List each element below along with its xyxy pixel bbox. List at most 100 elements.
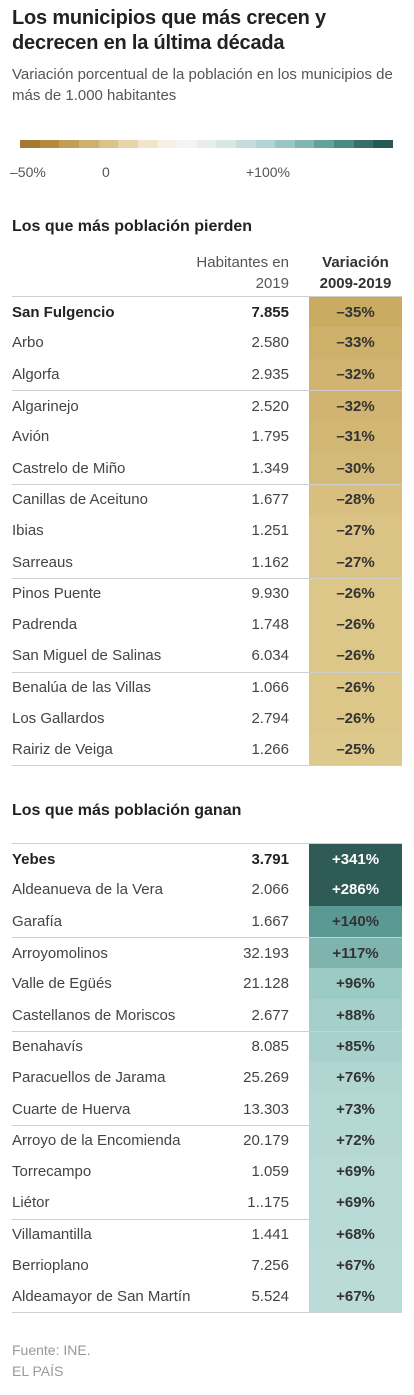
municipio-name: Castrelo de Miño [12,459,126,477]
chart-subtitle: Variación porcentual de la población en … [12,66,393,104]
habitantes-value: 1.795 [251,428,289,446]
municipio-name: Valle de Egüés [12,975,112,993]
section-title-ganan: Los que más población ganan [12,802,242,819]
variacion-cell: +67% [309,1281,402,1313]
variacion-cell: –32% [309,390,402,422]
table-row: Arbo 2.580 –33% [12,327,402,359]
habitantes-value: 7.855 [251,303,289,321]
habitantes-value: 2.677 [251,1006,289,1024]
scale-swatch [216,140,236,148]
variacion-cell: +96% [309,968,402,1000]
municipio-name: Torrecampo [12,1163,92,1181]
variacion-cell: –30% [309,452,402,484]
habitantes-value: 1.251 [251,522,289,540]
habitantes-value: 1.066 [251,679,289,697]
habitantes-value: 1.677 [251,491,289,509]
variacion-cell: +67% [309,1249,402,1282]
scale-swatch [177,140,197,148]
scale-swatch [59,140,79,148]
habitantes-value: 2.580 [251,334,289,352]
habitantes-value: 1.667 [251,912,289,930]
habitantes-value: 1.266 [251,741,289,759]
scale-swatch [157,140,177,148]
table-row: Algarinejo 2.520 –32% [12,389,402,422]
table-row: Canillas de Aceituno 1.677 –28% [12,483,402,516]
variacion-cell: +341% [309,844,402,875]
brand-text: EL PAÍS [12,1363,64,1379]
municipio-name: San Fulgencio [12,303,115,321]
habitantes-value: 6.034 [251,647,289,665]
municipio-name: Benalúa de las Villas [12,679,151,697]
scale-swatch [255,140,276,148]
variacion-cell: +72% [309,1125,402,1156]
habitantes-value: 1.059 [251,1163,289,1181]
variacion-cell: +117% [309,937,402,969]
section-title-pierden: Los que más población pierden [12,218,253,235]
habitantes-value: 2.066 [251,881,289,899]
variacion-cell: +140% [309,905,402,937]
variacion-cell: –26% [309,578,402,609]
habitantes-value: 1.162 [251,553,289,571]
municipio-name: Padrenda [12,616,78,634]
scale-swatch [118,140,138,148]
scale-label-min: –50% [10,164,46,180]
table-row: Aldeamayor de San Martín 5.524 +67% [12,1281,402,1313]
municipio-name: Sarreaus [12,553,73,571]
habitantes-value: 2.794 [251,710,289,727]
habitantes-value: 20.179 [243,1132,289,1150]
variacion-cell: +85% [309,1031,402,1063]
table-row: Villamantilla 1.441 +68% [12,1218,402,1250]
table-ganan: Yebes 3.791 +341% Aldeanueva de la Vera 2.06… [12,843,402,1314]
scale-swatch [196,140,217,148]
variacion-cell: –26% [309,640,402,672]
scale-swatch [20,140,40,148]
source-note: Fuente: INE. EL PAÍS [12,1340,91,1382]
habitantes-value: 32.193 [243,944,289,962]
municipio-name: Arbo [12,334,44,352]
habitantes-value: 8.085 [251,1038,289,1056]
scale-swatch [98,140,119,148]
variacion-cell: +88% [309,999,402,1031]
municipio-name: Algorfa [12,365,60,383]
table-row: Berrioplano 7.256 +67% [12,1249,402,1282]
table-row: Aldeanueva de la Vera 2.066 +286% [12,874,402,906]
table-row: Arroyomolinos 32.193 +117% [12,936,402,969]
scale-swatch [78,140,99,148]
habitantes-value: 7.256 [251,1257,289,1274]
table-row: Torrecampo 1.059 +69% [12,1155,402,1188]
table-row: Benalúa de las Villas 1.066 –26% [12,671,402,703]
municipio-name: Avión [12,428,50,446]
habitantes-value: 25.269 [243,1069,289,1087]
table-row: Algorfa 2.935 –32% [12,358,402,390]
variacion-cell: –28% [309,484,402,516]
table-row: San Fulgencio 7.855 –35% [12,296,402,328]
municipio-name: Arroyomolinos [12,944,108,962]
table-row: Padrenda 1.748 –26% [12,608,402,641]
column-header-variacion: Variación 2009-2019 [319,254,392,292]
scale-swatch [334,140,354,148]
municipio-name: Cuarte de Huerva [12,1100,131,1118]
variacion-cell: –35% [309,297,402,328]
color-scale-legend [20,140,393,148]
variacion-cell: +286% [309,874,402,906]
table-row: Valle de Egüés 21.128 +96% [12,968,402,1000]
table-row: Los Gallardos 2.794 –26% [12,702,402,735]
scale-label-max: +100% [246,164,290,180]
municipio-name: Rairiz de Veiga [12,741,113,759]
municipio-name: Paracuellos de Jarama [12,1069,166,1087]
variacion-cell: –26% [309,672,402,703]
table-row: Yebes 3.791 +341% [12,843,402,875]
municipio-name: Berrioplano [12,1257,89,1274]
scale-swatch [137,140,158,148]
scale-swatch [353,140,374,148]
variacion-cell: –27% [309,515,402,547]
municipio-name: San Miguel de Salinas [12,647,162,665]
habitantes-value: 3.791 [251,850,289,868]
variacion-cell: –25% [309,734,402,766]
variacion-cell: +69% [309,1187,402,1219]
scale-swatch [314,140,334,148]
municipio-name: Villamantilla [12,1226,92,1244]
variacion-cell: –33% [309,327,402,359]
table-row: Sarreaus 1.162 –27% [12,546,402,578]
scale-label-zero: 0 [102,164,110,180]
